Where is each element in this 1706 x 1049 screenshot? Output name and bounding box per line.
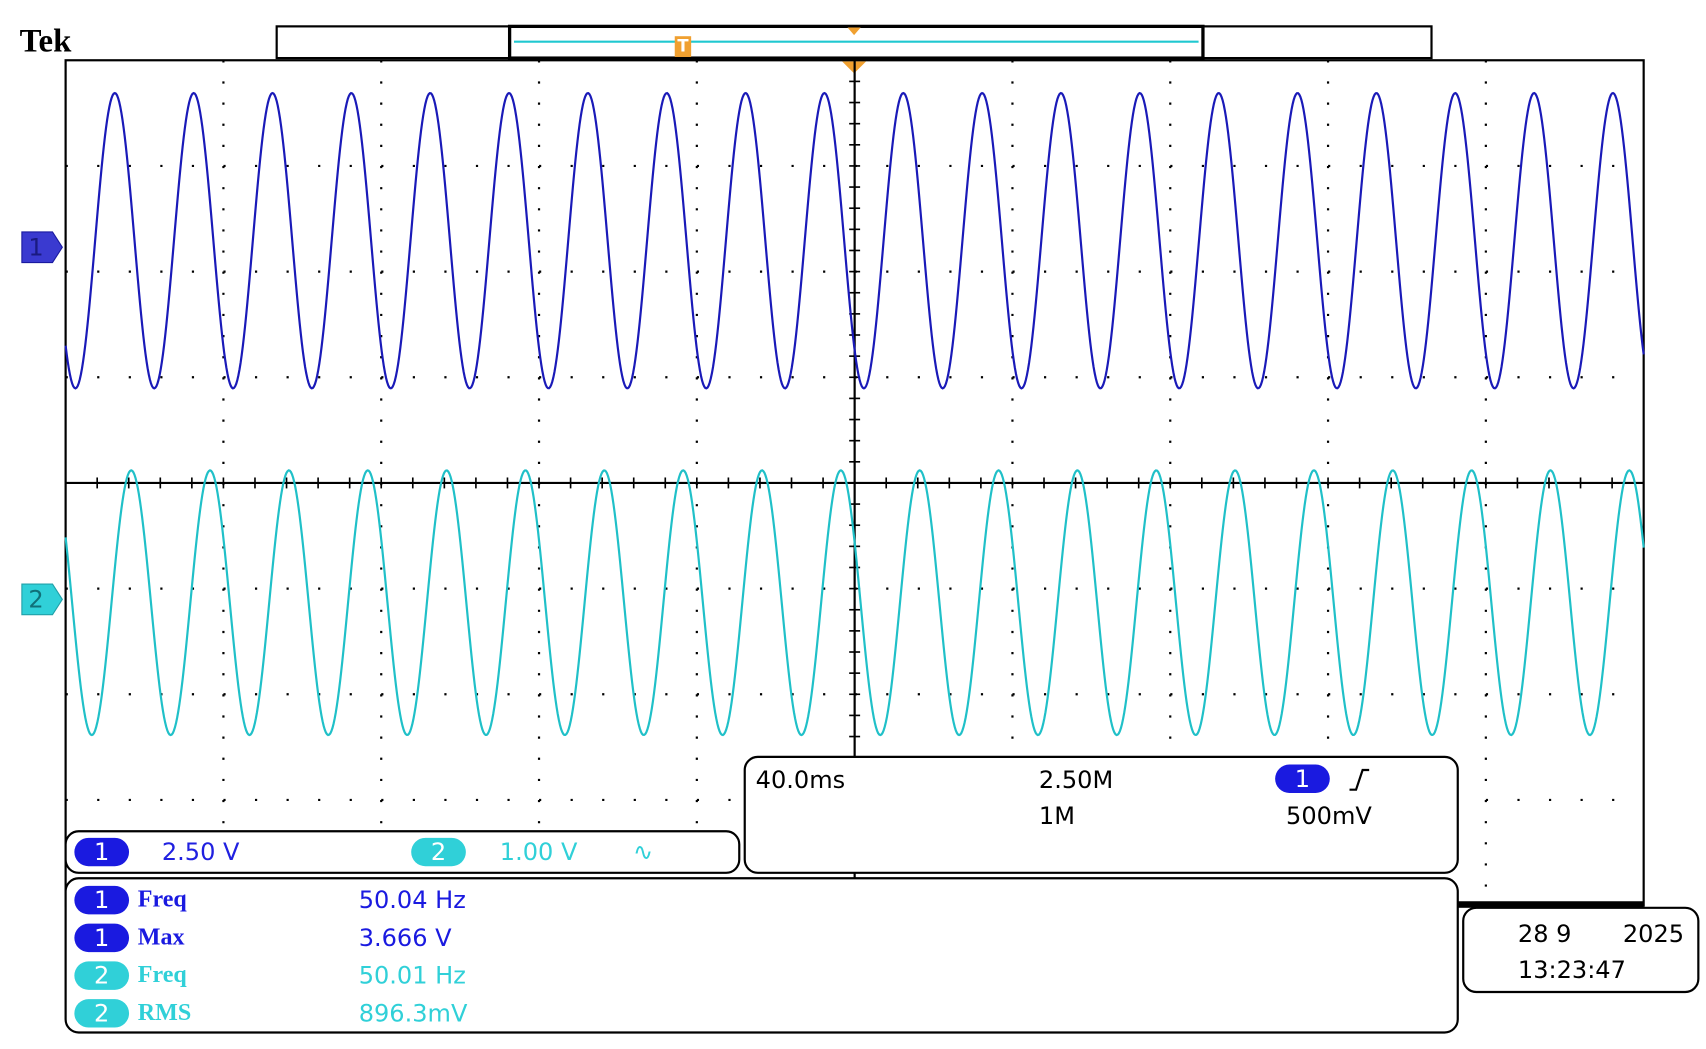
datetime-box: [1462, 906, 1700, 994]
meas-name: Freq: [138, 887, 188, 913]
trigger-pos-marker: [674, 36, 692, 57]
meas-value: 896.3mV: [359, 999, 468, 1027]
meas-value: 50.01 Hz: [359, 962, 466, 990]
ch2-bandwidth: ∿: [633, 838, 653, 866]
trigger-marker: [847, 27, 861, 36]
meas-value: 50.04 Hz: [359, 886, 466, 914]
ch2-marker: [21, 583, 63, 616]
time: 13:23:47: [1518, 956, 1626, 984]
ch1-badge-label: 1: [94, 838, 109, 866]
meas-name: RMS: [138, 1000, 191, 1026]
ch2-badge: [411, 837, 466, 867]
ch2-badge-label: 2: [431, 838, 446, 866]
meas-badge: [74, 961, 130, 990]
meas-channel: 1: [94, 924, 109, 952]
waveform: [64, 91, 1645, 390]
meas-name: Max: [138, 924, 185, 950]
measurements: 1 Freq 50.04 Hz 1 Max 3.666 V 2 Freq 50.01 Hz 2 RM…: [74, 885, 468, 1028]
ch2-scale: 1.00 V: [500, 838, 578, 866]
trigger-level: 500mV: [1286, 802, 1372, 830]
meas-channel: 2: [94, 999, 109, 1027]
trigger-channel: 1: [1295, 765, 1310, 793]
year: 2025: [1623, 920, 1684, 948]
meas-badge: [74, 923, 130, 953]
ch2-marker-label: 2: [28, 586, 43, 614]
channel-box: [64, 830, 741, 874]
trigger-badge: [1275, 764, 1330, 793]
ch1-badge: [74, 837, 130, 867]
meas-channel: 1: [94, 886, 109, 914]
meas-channel: 2: [94, 962, 109, 990]
logo: Tek: [20, 23, 72, 59]
waveform: [64, 469, 1645, 737]
meas-badge: [74, 999, 130, 1028]
trigger-slope: [1349, 768, 1370, 791]
meas-value: 3.666 V: [359, 924, 452, 952]
time-per-div: 40.0ms: [756, 766, 846, 794]
record-length: 1M: [1039, 802, 1075, 830]
meas-badge: [74, 885, 130, 915]
status-bar: [1457, 901, 1644, 908]
ch1-marker: [21, 231, 63, 264]
measurement-box: [64, 877, 1459, 1034]
trigger-pos-label: T: [677, 37, 689, 56]
ch1-marker-label: 1: [28, 233, 43, 261]
waveforms: [64, 91, 1645, 737]
sample-rate: 2.50M: [1039, 766, 1113, 794]
meas-name: Freq: [138, 962, 188, 988]
date: 28 9: [1518, 920, 1572, 948]
ch1-scale: 2.50 V: [162, 838, 240, 866]
